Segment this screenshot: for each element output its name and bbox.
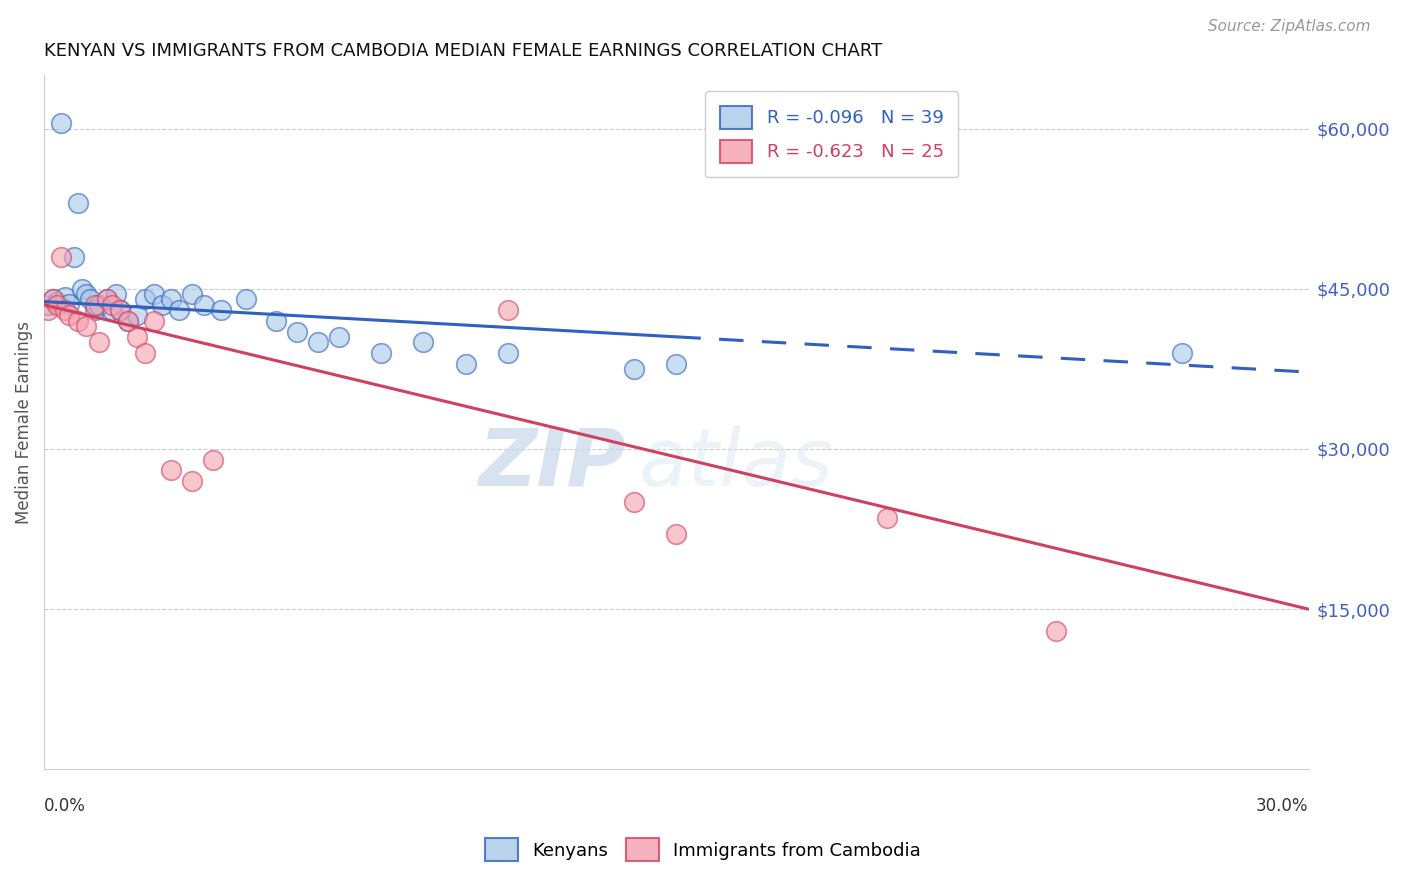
Point bbox=[100, 298, 122, 312]
Text: atlas: atlas bbox=[638, 425, 834, 503]
Point bbox=[58, 309, 80, 323]
Point bbox=[125, 330, 148, 344]
Point bbox=[96, 293, 118, 307]
Point bbox=[108, 303, 131, 318]
Point bbox=[412, 335, 434, 350]
Point bbox=[159, 293, 181, 307]
Legend: R = -0.096   N = 39, R = -0.623   N = 25: R = -0.096 N = 39, R = -0.623 N = 25 bbox=[706, 91, 959, 178]
Point bbox=[1171, 346, 1194, 360]
Point bbox=[104, 287, 127, 301]
Point bbox=[454, 357, 477, 371]
Point bbox=[100, 303, 122, 318]
Point bbox=[66, 196, 89, 211]
Point bbox=[53, 290, 76, 304]
Point bbox=[180, 287, 202, 301]
Legend: Kenyans, Immigrants from Cambodia: Kenyans, Immigrants from Cambodia bbox=[472, 826, 934, 874]
Y-axis label: Median Female Earnings: Median Female Earnings bbox=[15, 321, 32, 524]
Text: Source: ZipAtlas.com: Source: ZipAtlas.com bbox=[1208, 20, 1371, 34]
Point bbox=[49, 250, 72, 264]
Point bbox=[58, 297, 80, 311]
Point bbox=[370, 346, 392, 360]
Point bbox=[117, 314, 139, 328]
Point bbox=[83, 298, 105, 312]
Point bbox=[96, 293, 118, 307]
Text: ZIP: ZIP bbox=[478, 425, 626, 503]
Point bbox=[328, 330, 350, 344]
Point bbox=[41, 293, 63, 307]
Point bbox=[87, 298, 110, 312]
Point bbox=[75, 287, 97, 301]
Point bbox=[66, 314, 89, 328]
Point bbox=[79, 293, 101, 307]
Point bbox=[1045, 624, 1067, 638]
Point bbox=[45, 298, 67, 312]
Point bbox=[87, 335, 110, 350]
Point bbox=[264, 314, 287, 328]
Point bbox=[134, 293, 156, 307]
Point bbox=[193, 298, 215, 312]
Point bbox=[876, 511, 898, 525]
Text: 0.0%: 0.0% bbox=[44, 797, 86, 815]
Point bbox=[142, 314, 165, 328]
Point bbox=[235, 293, 257, 307]
Point bbox=[665, 357, 688, 371]
Text: KENYAN VS IMMIGRANTS FROM CAMBODIA MEDIAN FEMALE EARNINGS CORRELATION CHART: KENYAN VS IMMIGRANTS FROM CAMBODIA MEDIA… bbox=[44, 42, 883, 60]
Text: 30.0%: 30.0% bbox=[1256, 797, 1309, 815]
Point bbox=[142, 287, 165, 301]
Point bbox=[180, 474, 202, 488]
Point bbox=[134, 346, 156, 360]
Point bbox=[285, 325, 308, 339]
Point bbox=[201, 452, 224, 467]
Point bbox=[45, 294, 67, 309]
Point bbox=[496, 346, 519, 360]
Point bbox=[125, 309, 148, 323]
Point bbox=[37, 298, 59, 312]
Point bbox=[209, 303, 232, 318]
Point bbox=[167, 303, 190, 318]
Point bbox=[117, 314, 139, 328]
Point bbox=[108, 303, 131, 318]
Point bbox=[70, 282, 93, 296]
Point bbox=[49, 116, 72, 130]
Point bbox=[496, 303, 519, 318]
Point bbox=[62, 250, 84, 264]
Point bbox=[623, 495, 645, 509]
Point bbox=[53, 303, 76, 318]
Point bbox=[307, 335, 329, 350]
Point bbox=[159, 463, 181, 477]
Point bbox=[623, 362, 645, 376]
Point bbox=[75, 319, 97, 334]
Point bbox=[150, 298, 173, 312]
Point bbox=[41, 293, 63, 307]
Point bbox=[37, 303, 59, 318]
Point bbox=[83, 303, 105, 318]
Point bbox=[665, 527, 688, 541]
